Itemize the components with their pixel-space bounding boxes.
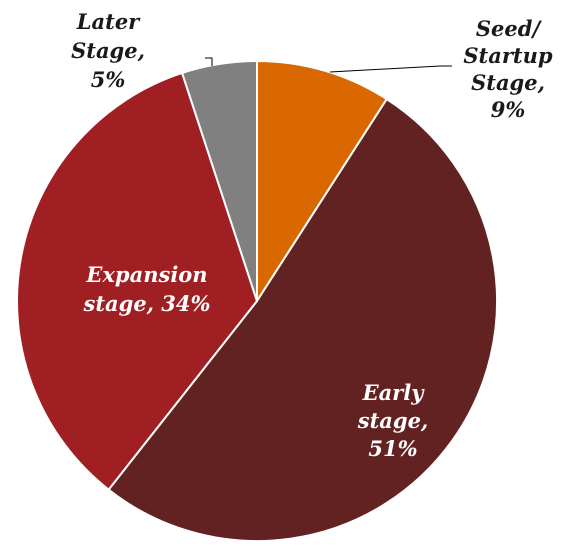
leader-lines xyxy=(205,57,452,73)
data-label-line: Stage, xyxy=(71,38,145,63)
pie-slices xyxy=(16,59,499,542)
leader-line-seed-startup-stage xyxy=(329,65,452,73)
data-label-line: Expansion xyxy=(85,262,207,287)
data-label-line: 5% xyxy=(91,67,126,92)
data-label-early-stage: Early stage, 51% xyxy=(357,380,429,461)
data-label-later-stage: Later Stage, 5% xyxy=(71,9,145,92)
pie-slice-later-stage xyxy=(180,59,258,302)
data-label-line: Startup xyxy=(463,43,553,68)
data-label-line: stage, 34% xyxy=(83,291,211,316)
pie-slice-expansion-stage xyxy=(16,71,259,492)
data-label-line: 51% xyxy=(368,436,417,461)
data-label-expansion-stage: Expansion stage, 34% xyxy=(83,262,211,316)
data-label-line: Early xyxy=(362,380,426,405)
leader-line-later-stage xyxy=(205,57,213,66)
data-label-line: 9% xyxy=(491,97,526,122)
pie-slice-early-stage xyxy=(107,97,499,542)
data-label-line: Stage, xyxy=(471,70,545,95)
data-label-seed-startup-stage: Seed/Startup Stage, 9% xyxy=(463,16,553,122)
data-label-line: Seed/ xyxy=(476,16,543,41)
data-label-line: Later xyxy=(76,9,141,34)
data-label-line: stage, xyxy=(357,408,429,433)
data-labels: Seed/Startup Stage, 9%Early stage, 51%Expans… xyxy=(71,9,553,461)
pie-slice-seed-startup-stage xyxy=(256,59,389,305)
